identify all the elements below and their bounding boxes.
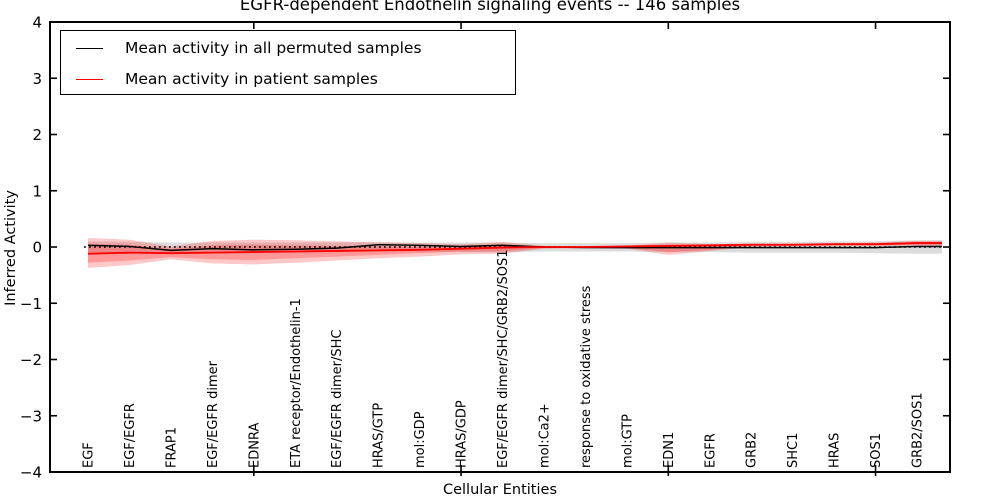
category-label-16: GRB2 <box>745 432 760 468</box>
category-label-10: EGF/EGFR dimer/SHC/GRB2/SOS1 <box>496 250 511 469</box>
y-tick-label: 0 <box>32 239 42 257</box>
category-label-6: EGF/EGFR dimer/SHC <box>330 330 345 468</box>
category-label-0: EGF <box>82 442 97 468</box>
y-tick-label: 2 <box>32 126 42 144</box>
mean-permuted-line <box>87 243 942 252</box>
legend-entry-patient: Mean activity in patient samples <box>61 65 515 93</box>
y-tick-label: 4 <box>32 14 42 32</box>
category-label-15: EGFR <box>703 433 718 468</box>
category-label-8: mol:GDP <box>413 411 428 468</box>
category-label-13: mol:GTP <box>620 414 635 468</box>
y-tick-label: 1 <box>32 182 42 200</box>
category-label-9: HRAS/GDP <box>455 400 470 468</box>
chart-title: EGFR-dependent Endothelin signaling even… <box>239 0 741 14</box>
y-tick-label: −3 <box>20 407 42 425</box>
mean-patient-line <box>87 242 942 255</box>
legend-label: Mean activity in patient samples <box>125 70 378 88</box>
y-tick-label: −2 <box>20 351 42 369</box>
category-label-4: EDNRA <box>247 423 262 468</box>
category-label-1: EGF/EGFR <box>123 403 138 468</box>
legend-line-swatch-black <box>76 47 103 49</box>
y-tick-label: −4 <box>20 464 42 482</box>
category-label-11: mol:Ca2+ <box>537 403 552 468</box>
legend-entry-permuted: Mean activity in all permuted samples <box>61 34 515 62</box>
category-label-18: HRAS <box>828 433 843 468</box>
y-tick-label: 3 <box>32 70 42 88</box>
category-label-20: GRB2/SOS1 <box>911 392 926 468</box>
legend-line-swatch-red <box>76 78 103 80</box>
category-label-7: HRAS/GTP <box>372 403 387 468</box>
legend-box: Mean activity in all permuted samples Me… <box>60 30 516 95</box>
category-label-12: response to oxidative stress <box>579 285 594 468</box>
legend-label: Mean activity in all permuted samples <box>125 39 422 57</box>
category-label-14: EDN1 <box>662 432 677 468</box>
y-axis-label: Inferred Activity <box>3 190 19 306</box>
category-label-3: EGF/EGFR dimer <box>206 360 221 468</box>
y-tick-label: −1 <box>20 295 42 313</box>
category-label-19: SOS1 <box>869 433 884 468</box>
category-label-17: SHC1 <box>786 433 801 468</box>
category-label-2: FRAP1 <box>164 427 179 468</box>
x-axis-label: Cellular Entities <box>442 482 558 498</box>
category-label-5: ETA receptor/Endothelin-1 <box>289 298 304 468</box>
